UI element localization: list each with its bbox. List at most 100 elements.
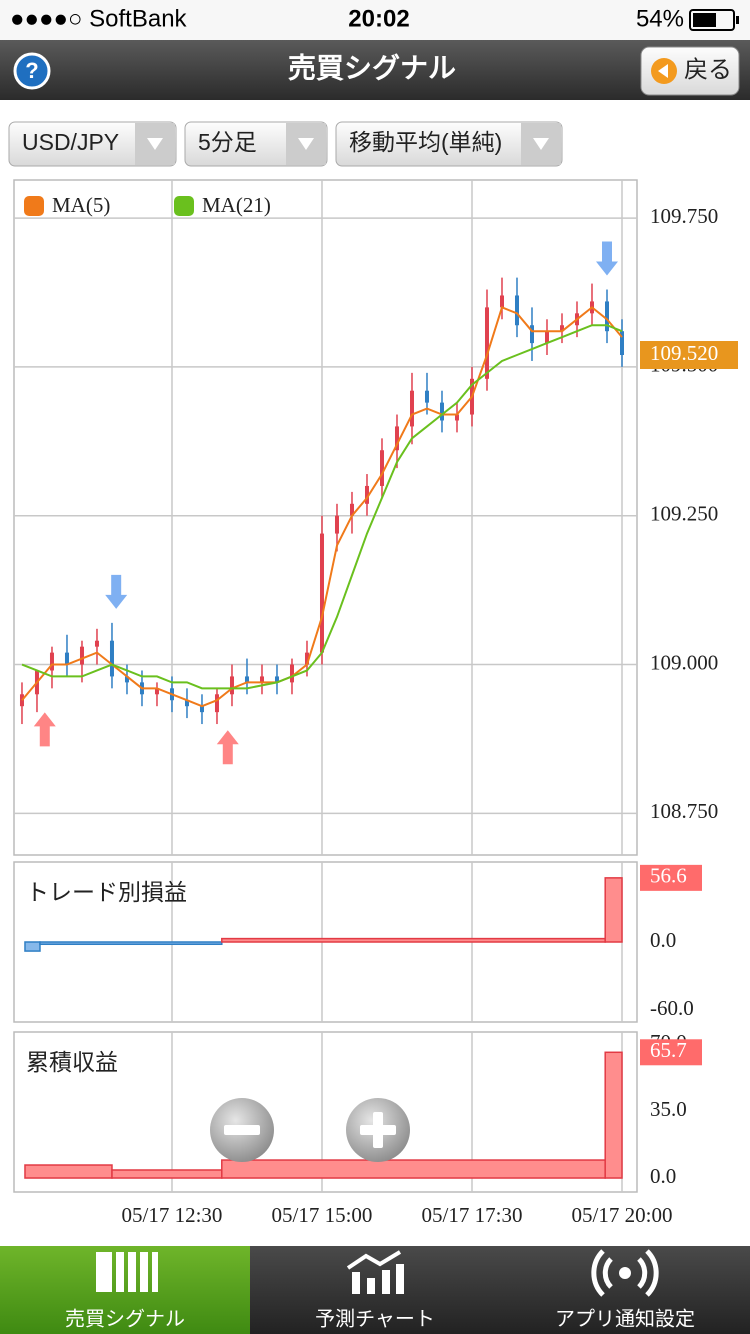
- candle-body: [454, 414, 459, 421]
- candle-body: [349, 503, 354, 516]
- caret: [147, 138, 163, 150]
- sell-arrow: [595, 241, 618, 276]
- signal-icon: [96, 1252, 158, 1292]
- notify-icon: [591, 1249, 659, 1297]
- y-tick-label: 108.750: [650, 799, 718, 823]
- caret: [298, 138, 314, 150]
- candle-body: [244, 676, 249, 683]
- legend-label: MA(21): [202, 193, 271, 217]
- candle-body: [214, 694, 219, 713]
- candle-body: [199, 706, 204, 713]
- icon-part: [382, 1270, 390, 1294]
- candle-body: [334, 515, 339, 534]
- pair-label: USD/JPY: [22, 129, 119, 155]
- pair-select[interactable]: [8, 121, 177, 167]
- icon-part: [591, 1249, 659, 1297]
- candle-body: [109, 640, 114, 677]
- y-tick-label: 109.750: [650, 204, 718, 228]
- y-tick-label: 0.0: [650, 1164, 676, 1188]
- x-tick-label: 05/17 12:30: [122, 1203, 223, 1227]
- candle-body: [154, 688, 159, 695]
- candle-body: [49, 652, 54, 671]
- y-tick-label: 109.000: [650, 650, 718, 674]
- buy-arrow: [33, 712, 56, 747]
- icon-part: [619, 1267, 631, 1279]
- tab-active[interactable]: [0, 1246, 250, 1334]
- x-tick-label: 05/17 20:00: [572, 1203, 673, 1227]
- selector-pair: USD/JPY: [8, 121, 177, 167]
- tab[interactable]: [500, 1246, 750, 1334]
- icon-part: [96, 1252, 112, 1292]
- panel-title: 累積収益: [26, 1049, 118, 1075]
- y-tick-label: -60.0: [650, 996, 694, 1020]
- icon-part: [367, 1278, 375, 1294]
- candle-body: [379, 450, 384, 486]
- charts: 05/17 12:30 05/17 15:00 05/17 17:30 05/17 2…: [14, 180, 738, 1227]
- main-chart-frame: [13, 179, 638, 856]
- candle-body: [304, 652, 309, 665]
- candle-body: [184, 700, 189, 707]
- step-bar: [24, 1164, 113, 1179]
- back-arrow: [658, 64, 668, 78]
- icon-part: [352, 1272, 360, 1294]
- status-bar: [0, 0, 750, 40]
- panel-title: トレード別損益: [26, 879, 187, 905]
- clock: 20:02: [348, 5, 409, 32]
- buy-arrow: [216, 730, 239, 765]
- candle-body: [544, 331, 549, 344]
- selector-period: 5分足: [184, 121, 328, 167]
- indicator-select[interactable]: [335, 121, 563, 167]
- nav-title: 売買シグナル: [288, 52, 456, 83]
- battery-fill: [693, 13, 716, 27]
- tab-label: アプリ通知設定: [555, 1307, 695, 1330]
- help-button[interactable]: [13, 52, 51, 90]
- tab-label: 売買シグナル: [65, 1307, 185, 1330]
- zoom-in[interactable]: [346, 1098, 410, 1162]
- step-bar: [604, 1051, 623, 1179]
- candle-body: [514, 295, 519, 326]
- y-tick-label: 0.0: [650, 928, 676, 952]
- candle-body: [559, 325, 564, 332]
- legend-label: MA(5): [52, 193, 110, 217]
- icon-part: [128, 1252, 136, 1292]
- step-bar: [24, 941, 41, 952]
- icon-part: [396, 1264, 404, 1294]
- candle-body: [394, 426, 399, 451]
- legend-swatch: [174, 196, 194, 216]
- last-price-label: 109.520: [650, 341, 718, 365]
- value-tag: [640, 864, 702, 891]
- candle-body: [529, 325, 534, 344]
- candle-body: [94, 640, 99, 647]
- icon-part: [152, 1252, 158, 1292]
- battery-level: 54%: [636, 5, 684, 32]
- help-icon: ?: [25, 58, 38, 83]
- candle-body: [259, 676, 264, 683]
- icon-part: [346, 1250, 402, 1270]
- value-label: 56.6: [650, 864, 687, 888]
- minus-icon: [224, 1125, 260, 1135]
- candle-body: [499, 295, 504, 308]
- candle-body: [124, 676, 129, 683]
- tab-label: 予測チャート: [315, 1307, 435, 1330]
- ma-line: [21, 324, 623, 690]
- value-label: 65.7: [650, 1038, 687, 1062]
- step-bar: [221, 937, 606, 943]
- forecast-icon: [346, 1250, 404, 1294]
- ma-line: [21, 306, 623, 708]
- back-label: 戻る: [684, 56, 732, 83]
- y-tick-label: 109.250: [650, 502, 718, 526]
- candle-body: [484, 307, 489, 379]
- icon-part: [116, 1252, 124, 1292]
- candle-body: [604, 301, 609, 332]
- caret: [533, 138, 549, 150]
- candle-body: [409, 390, 414, 427]
- carrier: ●●●●○ SoftBank: [10, 5, 188, 32]
- zoom-out[interactable]: [210, 1098, 274, 1162]
- candle-body: [289, 664, 294, 683]
- selector-indicator: 移動平均(単純): [335, 121, 563, 167]
- step-bar: [221, 1159, 606, 1179]
- indicator-label: 移動平均(単純): [349, 129, 502, 155]
- candle-body: [364, 485, 369, 504]
